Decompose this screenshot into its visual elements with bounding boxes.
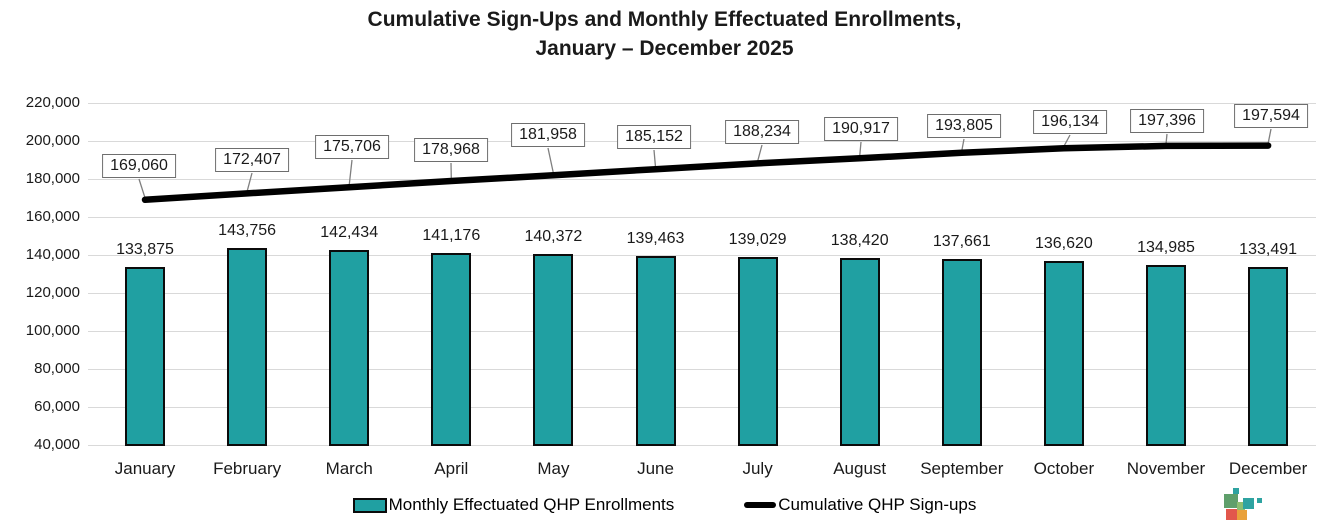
gridline: [88, 407, 1316, 408]
y-axis-label: 120,000: [25, 284, 80, 301]
logo-square: [1243, 498, 1254, 509]
y-axis-label: 140,000: [25, 246, 80, 263]
bar-value-label: 134,985: [1137, 238, 1195, 256]
y-axis-label: 80,000: [34, 360, 80, 377]
legend-item-bars: Monthly Effectuated QHP Enrollments: [352, 495, 675, 515]
bar-value-label: 142,434: [320, 224, 379, 242]
bar-value-label: 133,491: [1239, 241, 1298, 259]
x-axis-label-april: April: [434, 459, 469, 478]
line-value-label: 181,958: [511, 123, 585, 147]
bar-value-label: 143,756: [218, 221, 277, 239]
bar-january: [125, 266, 165, 446]
line-value-label: 197,396: [1130, 109, 1204, 133]
legend-label-line: Cumulative QHP Sign-ups: [778, 495, 977, 514]
bar-september: [941, 259, 982, 446]
logo-square: [1233, 488, 1239, 494]
x-axis-label-june: June: [637, 459, 674, 478]
gridline: [88, 103, 1316, 104]
bar-december: [1248, 267, 1289, 446]
chart-title-line1: Cumulative Sign-Ups and Monthly Effectua…: [367, 8, 962, 31]
gridline: [88, 141, 1316, 142]
bar-series-swatch-icon: [352, 497, 387, 513]
x-axis-label-may: May: [537, 459, 570, 478]
legend-label-bars: Monthly Effectuated QHP Enrollments: [388, 495, 675, 514]
leader-line: [246, 172, 253, 192]
gridline: [88, 445, 1316, 446]
x-axis-label-january: January: [114, 459, 176, 478]
line-value-label: 175,706: [315, 135, 389, 159]
y-axis-label: 160,000: [25, 208, 80, 225]
leader-line: [138, 178, 146, 198]
legend-item-line: Cumulative QHP Sign-ups: [744, 495, 976, 515]
gridline: [88, 179, 1316, 180]
line-value-label: 193,805: [927, 114, 1001, 138]
cumulative-line: [141, 142, 1272, 204]
bar-july: [737, 256, 778, 446]
leader-line: [348, 159, 353, 186]
line-value-label: 172,407: [215, 148, 289, 172]
logo-square: [1226, 509, 1237, 520]
line-value-label: 197,594: [1234, 104, 1308, 128]
y-axis-label: 40,000: [34, 436, 80, 453]
y-axis-label: 220,000: [25, 94, 80, 111]
bar-value-label: 140,372: [524, 228, 583, 246]
line-value-label: 185,152: [617, 125, 691, 149]
x-axis-label-august: August: [833, 459, 887, 478]
gridline: [88, 293, 1316, 294]
bar-april: [431, 252, 472, 446]
bar-value-label: 136,620: [1034, 235, 1093, 253]
gridline: [88, 369, 1316, 370]
mosaic-logo: [1218, 485, 1280, 524]
line-value-label: 190,917: [824, 117, 898, 141]
leader-line: [1165, 133, 1168, 144]
bar-february: [227, 247, 268, 446]
y-axis-label: 200,000: [25, 132, 80, 149]
leader-line: [653, 149, 657, 168]
legend: Monthly Effectuated QHP Enrollments Cumu…: [0, 495, 1329, 515]
line-value-label: 178,968: [414, 138, 488, 162]
y-axis-label: 100,000: [25, 322, 80, 339]
y-axis-label: 60,000: [34, 398, 80, 415]
bar-august: [839, 258, 880, 446]
line-value-label: 196,134: [1033, 110, 1107, 134]
bar-value-label: 139,029: [728, 230, 787, 248]
gridline: [88, 331, 1316, 332]
line-value-label: 169,060: [102, 154, 176, 178]
bar-value-label: 139,463: [626, 230, 685, 247]
chart-title: Cumulative Sign-Ups and Monthly Effectua…: [0, 6, 1329, 64]
bar-may: [533, 254, 574, 446]
x-axis-label-november: November: [1126, 459, 1206, 478]
logo-square: [1237, 502, 1245, 510]
x-axis-label-december: December: [1228, 459, 1308, 478]
bar-value-label: 133,875: [116, 240, 174, 258]
bar-november: [1146, 264, 1186, 446]
bar-october: [1043, 261, 1084, 446]
bar-value-label: 137,661: [932, 233, 991, 251]
leader-line: [756, 144, 763, 162]
x-axis-label-february: February: [213, 459, 282, 478]
x-axis-label-march: March: [325, 459, 373, 478]
bar-march: [329, 250, 370, 446]
x-axis-label-september: September: [920, 459, 1004, 478]
bar-value-label: 141,176: [422, 226, 481, 244]
leader-line: [859, 141, 862, 157]
logo-square: [1237, 510, 1247, 520]
bar-june: [635, 256, 676, 446]
leader-line: [547, 147, 555, 174]
x-axis-label-october: October: [1033, 459, 1095, 478]
gridline: [88, 255, 1316, 256]
x-axis-label-july: July: [742, 459, 773, 478]
y-axis-label: 180,000: [25, 170, 80, 187]
gridline: [88, 217, 1316, 218]
line-value-label: 188,234: [725, 120, 799, 144]
bar-value-label: 138,420: [830, 232, 889, 249]
line-series-swatch-icon: [744, 502, 777, 508]
chart-title-line2: January – December 2025: [535, 36, 794, 60]
logo-square: [1257, 498, 1262, 503]
logo-square: [1224, 494, 1238, 508]
